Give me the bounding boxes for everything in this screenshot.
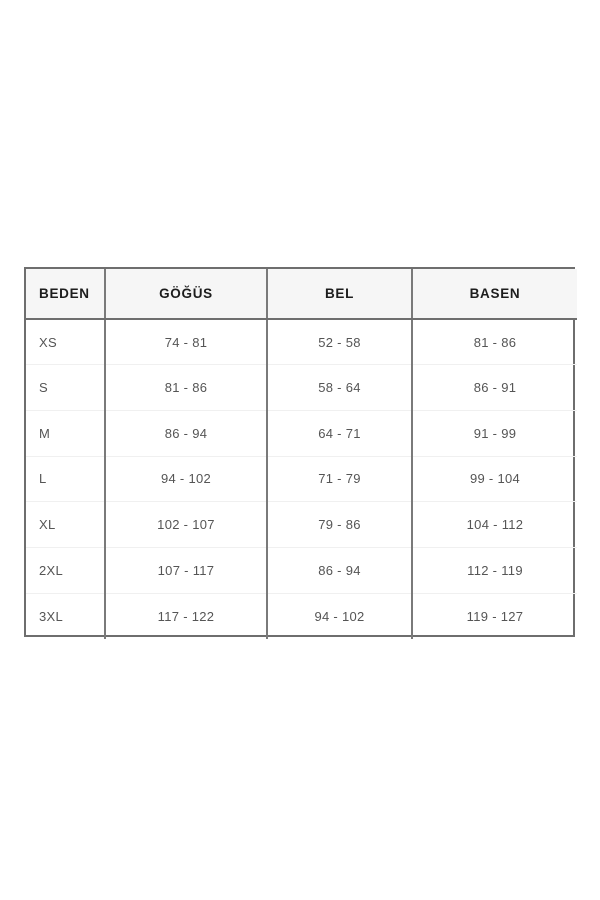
column-header-beden: BEDEN <box>26 269 106 320</box>
table-row: M 86 - 94 64 - 71 91 - 99 <box>26 410 577 457</box>
cell-hip: 81 - 86 <box>412 319 577 366</box>
table-row: L 94 - 102 71 - 79 99 - 104 <box>26 456 577 503</box>
cell-chest: 86 - 94 <box>105 410 268 457</box>
column-header-basen: BASEN <box>412 269 577 320</box>
table-header: BEDEN GÖĞÜS BEL BASEN <box>26 269 577 320</box>
cell-waist: 94 - 102 <box>267 593 413 639</box>
table-row: 2XL 107 - 117 86 - 94 112 - 119 <box>26 547 577 594</box>
cell-waist: 71 - 79 <box>267 456 413 503</box>
cell-size: 3XL <box>26 593 106 639</box>
cell-waist: 79 - 86 <box>267 501 413 548</box>
cell-size: S <box>26 364 106 411</box>
cell-size: XS <box>26 319 106 366</box>
table-row: XS 74 - 81 52 - 58 81 - 86 <box>26 319 577 366</box>
column-header-bel: BEL <box>267 269 413 320</box>
cell-waist: 64 - 71 <box>267 410 413 457</box>
cell-hip: 91 - 99 <box>412 410 577 457</box>
table-header-row: BEDEN GÖĞÜS BEL BASEN <box>26 269 577 320</box>
cell-chest: 81 - 86 <box>105 364 268 411</box>
cell-chest: 117 - 122 <box>105 593 268 639</box>
cell-hip: 104 - 112 <box>412 501 577 548</box>
table-row: XL 102 - 107 79 - 86 104 - 112 <box>26 501 577 548</box>
cell-hip: 119 - 127 <box>466 608 524 624</box>
cell-chest: 102 - 107 <box>105 501 268 548</box>
cell-hip: 112 - 119 <box>412 547 577 594</box>
cell-waist: 52 - 58 <box>267 319 413 366</box>
cell-chest: 94 - 102 <box>105 456 268 503</box>
cell-size: M <box>26 410 106 457</box>
cell-size: L <box>26 456 106 503</box>
cell-waist: 58 - 64 <box>267 364 413 411</box>
cell-hip: 86 - 91 <box>412 364 577 411</box>
cell-size: XL <box>26 501 106 548</box>
table-body: XS 74 - 81 52 - 58 81 - 86 S 81 - 86 58 … <box>26 319 577 639</box>
cell-chest: 107 - 117 <box>105 547 268 594</box>
cell-hip: 99 - 104 <box>412 456 577 503</box>
size-chart-table: BEDEN GÖĞÜS BEL BASEN XS 74 - 81 52 - 58… <box>26 269 577 639</box>
table-row: S 81 - 86 58 - 64 86 - 91 <box>26 364 577 411</box>
cell-chest: 74 - 81 <box>105 319 268 366</box>
table-row: 3XL 117 - 122 94 - 102 119 - 127 <box>26 593 577 639</box>
size-chart-table-container: BEDEN GÖĞÜS BEL BASEN XS 74 - 81 52 - 58… <box>24 267 577 639</box>
cell-waist: 86 - 94 <box>267 547 413 594</box>
cell-size: 2XL <box>26 547 106 594</box>
column-header-gogus: GÖĞÜS <box>105 269 268 320</box>
